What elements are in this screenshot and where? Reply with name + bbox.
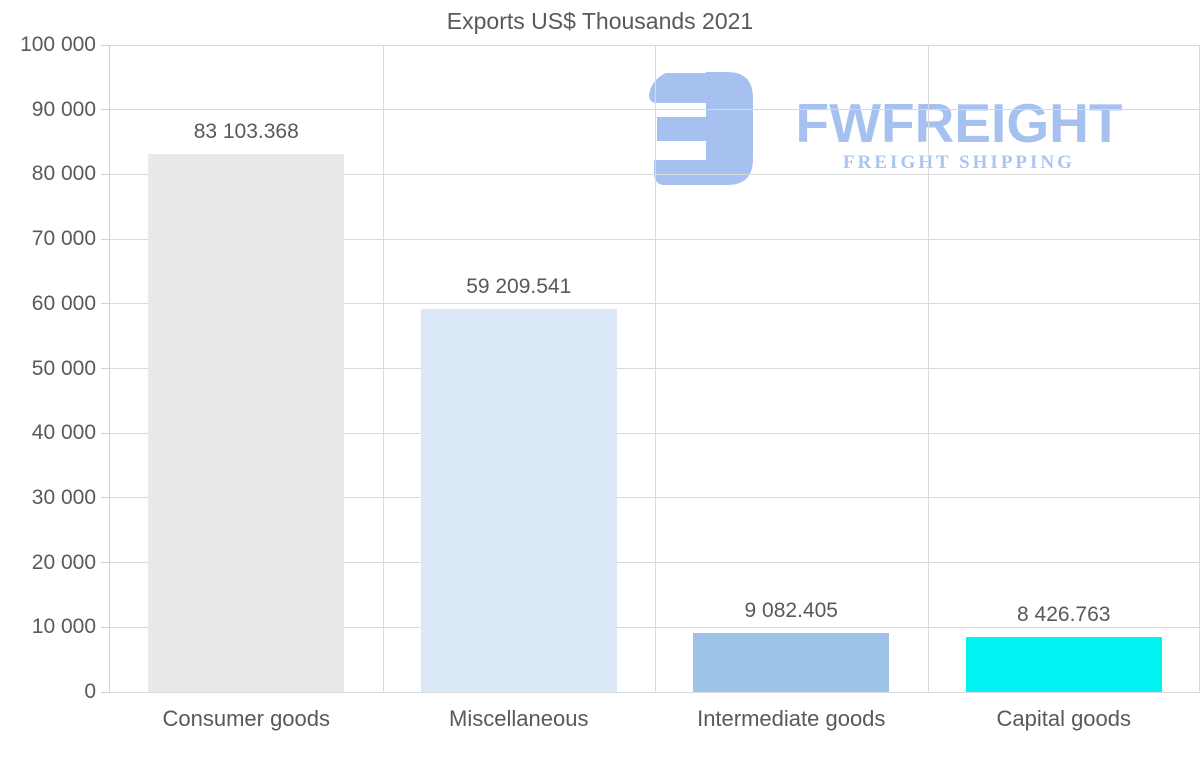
y-axis-tick-label: 10 000 bbox=[31, 615, 96, 639]
y-axis-tick bbox=[101, 562, 109, 564]
y-axis-tick-label: 90 000 bbox=[31, 97, 96, 121]
y-axis-tick bbox=[101, 173, 109, 175]
y-axis-line bbox=[109, 45, 110, 693]
x-axis-category-label: Capital goods bbox=[996, 706, 1132, 731]
x-axis-category-label: Intermediate goods bbox=[697, 706, 886, 731]
x-axis-category-label: Miscellaneous bbox=[449, 706, 589, 731]
y-axis-tick bbox=[101, 432, 109, 434]
y-axis-tick bbox=[101, 626, 109, 628]
y-axis-tick-label: 40 000 bbox=[31, 421, 96, 445]
y-axis-tick-label: 70 000 bbox=[31, 227, 96, 251]
y-axis-tick bbox=[101, 368, 109, 369]
bar-miscellaneous bbox=[420, 308, 617, 692]
x-axis-category-label: Consumer goods bbox=[162, 706, 331, 731]
y-axis-tick-label: 0 bbox=[84, 680, 96, 703]
y-axis-tick-label: 20 000 bbox=[31, 550, 96, 574]
bar-capital-goods bbox=[965, 637, 1162, 692]
gridline-v bbox=[655, 45, 656, 692]
y-axis-tick bbox=[101, 238, 109, 240]
y-axis-tick bbox=[101, 44, 109, 46]
y-axis-tick bbox=[101, 303, 109, 305]
y-axis-tick bbox=[101, 109, 109, 111]
bar-consumer-goods bbox=[148, 154, 345, 692]
chart-title: Exports US$ Thousands 2021 bbox=[446, 8, 754, 34]
y-axis-tick-label: 30 000 bbox=[31, 485, 96, 509]
brand-tagline: FREIGHT SHIPPING bbox=[843, 152, 1075, 173]
bar-intermediate-goods bbox=[693, 633, 890, 692]
bar-value-label: 9 082.405 bbox=[744, 599, 838, 623]
y-axis-tick-label: 100 000 bbox=[20, 33, 96, 56]
plot-area bbox=[110, 44, 1200, 693]
gridline-h bbox=[110, 691, 1200, 693]
gridline-v bbox=[383, 45, 384, 692]
y-axis-tick-label: 60 000 bbox=[31, 291, 96, 315]
bar-value-label: 59 209.541 bbox=[466, 274, 572, 298]
gridline-v bbox=[928, 45, 929, 692]
y-axis-tick bbox=[101, 691, 109, 693]
bar-value-label: 83 103.368 bbox=[193, 120, 299, 144]
bar-value-label: 8 426.763 bbox=[1017, 603, 1111, 627]
y-axis-tick bbox=[101, 497, 109, 499]
y-axis-tick-label: 80 000 bbox=[31, 162, 96, 186]
brand-name: FWFREIGHT bbox=[795, 92, 1123, 154]
fwfreight-monogram-icon bbox=[649, 72, 753, 185]
y-axis-tick-label: 50 000 bbox=[31, 356, 96, 380]
